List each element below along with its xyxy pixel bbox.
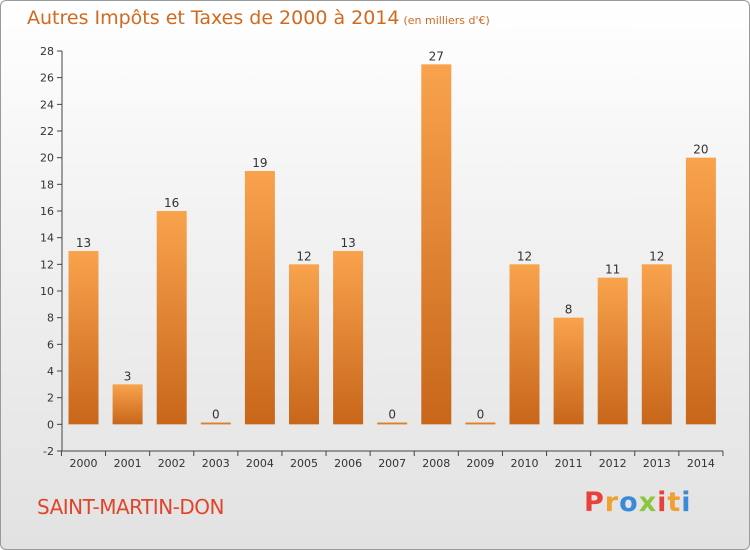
value-label-2014: 20 [693, 143, 708, 157]
bar-2006 [333, 251, 364, 425]
y-tick-label: 16 [40, 205, 54, 218]
chart-subtitle: (en milliers d'€) [403, 14, 490, 27]
y-tick-label: 26 [40, 72, 54, 85]
y-tick-label: 20 [40, 152, 54, 165]
bar-2011 [553, 317, 584, 425]
logo-letter: o [619, 487, 639, 518]
value-label-2008: 27 [429, 49, 444, 63]
bar-2014 [685, 157, 716, 425]
y-tick-label: 28 [40, 45, 54, 58]
bar-2002 [156, 211, 187, 425]
bar-2012 [597, 277, 628, 425]
value-label-2002: 16 [164, 196, 179, 210]
logo-letter: i [657, 487, 668, 518]
y-tick-label: 12 [40, 258, 54, 271]
logo-letter: x [638, 487, 658, 518]
y-tick-label: 14 [40, 232, 54, 245]
x-tick-label-2007: 2007 [378, 457, 406, 470]
y-tick-label: 6 [47, 338, 54, 351]
bar-2001 [112, 384, 143, 425]
chart-bars: 13 3 16 0 19 12 13 0 27 0 12 8 11 12 20 [68, 49, 716, 425]
chart-title-text: Autres Impôts et Taxes de 2000 à 2014 [27, 7, 400, 29]
value-label-2010: 12 [517, 249, 532, 263]
y-tick-label: 18 [40, 178, 54, 191]
value-label-2006: 13 [340, 236, 355, 250]
x-tick-label-2002: 2002 [158, 457, 186, 470]
commune-name: SAINT-MARTIN-DON [37, 495, 224, 519]
value-label-2012: 11 [605, 263, 620, 277]
x-tick-label-2000: 2000 [70, 457, 98, 470]
x-tick-label-2006: 2006 [334, 457, 362, 470]
value-label-2013: 12 [649, 249, 664, 263]
value-label-2007: 0 [388, 407, 396, 421]
value-label-2011: 8 [565, 303, 573, 317]
value-label-2009: 0 [477, 407, 485, 421]
x-tick-label-2001: 2001 [114, 457, 142, 470]
bar-2007 [377, 422, 408, 425]
x-tick-label-2003: 2003 [202, 457, 230, 470]
y-tick-label: 0 [47, 418, 54, 431]
x-tick-label-2004: 2004 [246, 457, 274, 470]
logo-letter: i [681, 487, 692, 518]
value-label-2003: 0 [212, 407, 220, 421]
logo-letter: P [584, 487, 605, 518]
bar-2009 [465, 422, 496, 425]
bar-2004 [244, 171, 275, 425]
y-tick-label: 2 [47, 392, 54, 405]
bar-2008 [421, 64, 452, 425]
y-tick-label: 22 [40, 125, 54, 138]
value-label-2000: 13 [76, 236, 91, 250]
proxiti-logo: Proxiti [584, 487, 692, 518]
value-label-2004: 19 [252, 156, 267, 170]
x-tick-label-2011: 2011 [555, 457, 583, 470]
y-tick-label: 10 [40, 285, 54, 298]
y-tick-label: 8 [47, 312, 54, 325]
bar-2013 [641, 264, 672, 425]
y-tick-label: 4 [47, 365, 54, 378]
x-tick-label-2009: 2009 [466, 457, 494, 470]
logo-letter: r [604, 487, 620, 518]
bar-2000 [68, 251, 99, 425]
chart-title: Autres Impôts et Taxes de 2000 à 2014 (en… [27, 7, 490, 29]
value-label-2005: 12 [296, 249, 311, 263]
value-label-2001: 3 [124, 369, 132, 383]
x-tick-label-2013: 2013 [643, 457, 671, 470]
x-tick-label-2005: 2005 [290, 457, 318, 470]
y-tick-label: 24 [40, 98, 54, 111]
bar-2010 [509, 264, 540, 425]
y-tick-label: -2 [43, 445, 54, 458]
bar-2003 [200, 422, 231, 425]
x-tick-label-2014: 2014 [687, 457, 715, 470]
x-tick-label-2012: 2012 [599, 457, 627, 470]
bar-2005 [289, 264, 319, 425]
logo-letter: t [667, 487, 682, 518]
x-tick-label-2008: 2008 [422, 457, 450, 470]
x-tick-label-2010: 2010 [511, 457, 539, 470]
